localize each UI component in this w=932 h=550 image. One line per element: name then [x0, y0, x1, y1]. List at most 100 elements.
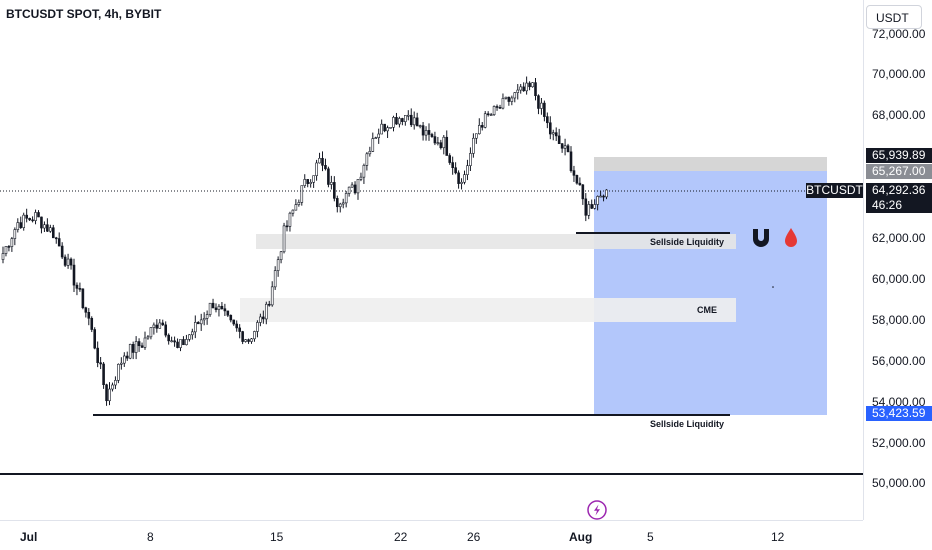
- candle-body: [495, 106, 499, 108]
- candle-body: [587, 204, 591, 216]
- candle-body: [125, 355, 129, 359]
- candle-body: [291, 209, 295, 214]
- candle-body: [102, 363, 105, 385]
- candle-body: [584, 198, 588, 216]
- candle-body: [475, 133, 478, 139]
- candle-body: [161, 322, 165, 326]
- candle-body: [341, 202, 345, 205]
- candle-body: [34, 212, 37, 221]
- candle-body: [365, 153, 369, 166]
- candle-body: [185, 339, 188, 346]
- currency-selector[interactable]: USDT: [866, 5, 922, 29]
- candle-body: [69, 258, 73, 266]
- price-tick: 58,000.00: [872, 313, 926, 327]
- candle-body: [401, 118, 404, 122]
- target-high-tag: 65,939.89: [866, 148, 932, 163]
- candle-body: [155, 324, 159, 329]
- candle-body: [593, 204, 596, 209]
- candle-body: [605, 189, 608, 198]
- candle-body: [303, 179, 307, 186]
- candle-body: [321, 158, 324, 166]
- time-tick: 12: [771, 530, 785, 544]
- candle-body: [220, 305, 224, 310]
- candle-body: [418, 125, 422, 127]
- candle-body: [199, 319, 203, 325]
- cme-zone[interactable]: [240, 298, 736, 322]
- time-tick: Aug: [569, 530, 593, 544]
- candle-body: [193, 322, 197, 333]
- cme-label[interactable]: CME: [697, 305, 717, 315]
- candle-body: [25, 214, 28, 219]
- sellside-liquidity-label-upper[interactable]: Sellside Liquidity: [650, 237, 725, 247]
- candle-body: [554, 132, 558, 137]
- target-low-tag: 65,267.00: [866, 164, 932, 179]
- candle-body: [96, 347, 99, 363]
- candle-body: [191, 331, 194, 336]
- candle-body: [40, 216, 43, 229]
- candle-body: [389, 127, 392, 129]
- price-tick: 60,000.00: [872, 272, 926, 286]
- candle-body: [534, 82, 537, 97]
- sellside-liquidity-zone[interactable]: [256, 234, 736, 249]
- candle-body: [445, 136, 449, 156]
- candle-body: [540, 102, 543, 109]
- candle-body: [22, 214, 26, 228]
- candle-body: [344, 193, 348, 204]
- candle-body: [309, 182, 312, 184]
- price-tick: 62,000.00: [872, 231, 926, 245]
- symbol-title[interactable]: BTCUSDT SPOT, 4h, BYBIT: [6, 7, 162, 21]
- candle-body: [7, 246, 11, 248]
- candle-body: [371, 138, 375, 152]
- candle-body: [404, 115, 407, 122]
- time-tick: Jul: [20, 530, 38, 544]
- candle-body: [353, 184, 357, 194]
- time-tick: 8: [147, 530, 154, 544]
- candle-body: [244, 339, 247, 342]
- position-zone[interactable]: [594, 171, 827, 415]
- candle-body: [507, 96, 511, 102]
- candle-body: [368, 151, 372, 155]
- price-tick: 72,000.00: [872, 27, 926, 41]
- candle-body: [374, 137, 378, 139]
- candle-body: [122, 355, 126, 364]
- candle-body: [498, 107, 502, 109]
- candle-body: [306, 179, 310, 184]
- candle-body: [66, 258, 70, 266]
- candle-body: [253, 331, 256, 340]
- lightning-icon[interactable]: [587, 500, 607, 520]
- sellside-liquidity-label-lower[interactable]: Sellside Liquidity: [650, 419, 725, 429]
- blood-drop-icon: [785, 228, 797, 247]
- candle-body: [294, 204, 298, 211]
- candle-body: [54, 237, 58, 240]
- candle-body: [84, 307, 88, 313]
- candle-body: [433, 136, 437, 144]
- candle-body: [188, 334, 191, 340]
- target-zone[interactable]: [594, 157, 827, 171]
- candle-body: [288, 212, 292, 227]
- candle-body: [448, 155, 452, 163]
- candle-body: [137, 341, 141, 347]
- candle-body: [270, 286, 274, 306]
- candle-body: [454, 167, 457, 174]
- candle-body: [528, 82, 531, 88]
- candle-body: [442, 136, 446, 149]
- time-tick: 5: [647, 530, 654, 544]
- candle-body: [235, 323, 239, 329]
- candle-body: [28, 217, 31, 221]
- candle-body: [430, 134, 434, 137]
- candle-body: [1, 253, 5, 260]
- candle-body: [120, 362, 123, 365]
- candle-body: [510, 97, 514, 102]
- candle-body: [105, 384, 108, 402]
- symbol-tag: BTCUSDT: [806, 183, 863, 198]
- price-tick: 52,000.00: [872, 436, 926, 450]
- candle-body: [49, 227, 52, 232]
- candle-body: [469, 153, 472, 166]
- candle-body: [238, 327, 241, 332]
- candle-body: [546, 116, 549, 124]
- candle-body: [362, 165, 366, 178]
- candle-body: [170, 340, 173, 343]
- candle-body: [279, 251, 283, 261]
- candle-body: [229, 314, 233, 321]
